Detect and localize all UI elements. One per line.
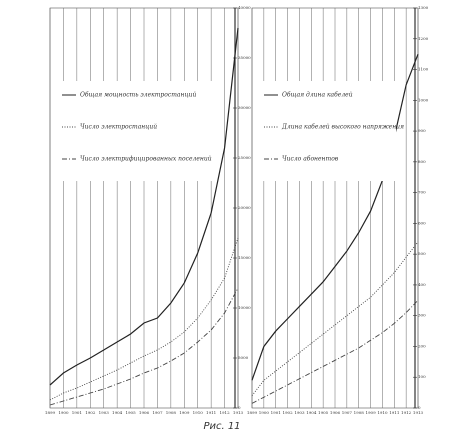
- y-tick-label: 1200: [418, 36, 429, 41]
- y-tick-label: 25000: [238, 155, 251, 160]
- y-tick-label: 800: [418, 159, 426, 164]
- y-tick-label: 1100: [418, 67, 429, 72]
- x-tick-label: 1911: [389, 410, 399, 415]
- legend-label: Число электрифицированных поселений: [80, 156, 212, 163]
- x-tick-label: 1900: [58, 410, 69, 415]
- x-tick-label: 1902: [282, 410, 293, 415]
- y-tick-label: 5000: [238, 355, 249, 360]
- x-tick-label: 1907: [152, 410, 163, 415]
- series-line: [49, 237, 239, 401]
- x-tick-label: 1908: [166, 410, 177, 415]
- x-tick-label: 1908: [354, 410, 365, 415]
- y-tick-label: 100: [418, 374, 426, 379]
- y-tick-label: 200: [418, 343, 426, 348]
- x-tick-label: 1906: [139, 410, 150, 415]
- y-tick-label: 900: [418, 128, 426, 133]
- x-tick-label: 1909: [365, 410, 376, 415]
- x-tick-label: 1902: [85, 410, 96, 415]
- legend-label: Число абонентов: [282, 156, 339, 163]
- y-tick-label: 300: [418, 313, 426, 318]
- y-tick-label: 40000: [238, 5, 251, 10]
- x-tick-label: 1912: [219, 410, 230, 415]
- legend-label: Общая длина кабелей: [282, 92, 353, 99]
- x-tick-label: 1901: [271, 410, 281, 415]
- y-tick-label: 30000: [238, 105, 251, 110]
- x-tick-label: 1905: [125, 410, 136, 415]
- y-tick-label: 600: [418, 220, 426, 225]
- x-tick-label: 1899: [45, 410, 56, 415]
- x-tick-label: 1907: [342, 410, 353, 415]
- y-tick-label: 400: [418, 282, 426, 287]
- y-tick-label: 0: [238, 405, 241, 410]
- legend: Общая длина кабелей Длина кабелей высоког…: [260, 81, 404, 181]
- x-tick-label: 1913: [413, 410, 424, 415]
- x-tick-label: 1913: [233, 410, 244, 415]
- y-tick-label: 500: [418, 251, 426, 256]
- series-line: [251, 299, 419, 404]
- panel: 1899 1900 1901 1902 1903 1904 1905 1906 1907 1908…: [45, 5, 251, 415]
- legend-label: Общая мощность электростанций: [80, 92, 197, 99]
- y-tick-label: 1300: [418, 5, 429, 10]
- y-tick-label: 0: [418, 405, 421, 410]
- x-tick-label: 1910: [377, 410, 388, 415]
- series-line: [49, 287, 239, 406]
- legend: Общая мощность электростанций Число элект…: [58, 81, 216, 181]
- legend-label: Число электростанций: [80, 124, 157, 131]
- x-tick-label: 1903: [294, 410, 305, 415]
- x-tick-label: 1899: [247, 410, 258, 415]
- x-tick-label: 1910: [193, 410, 204, 415]
- x-tick-label: 1906: [330, 410, 341, 415]
- series-line: [251, 241, 419, 396]
- y-tick-label: 700: [418, 190, 426, 195]
- x-tick-label: 1901: [72, 410, 82, 415]
- x-tick-label: 1900: [259, 410, 270, 415]
- series-line: [49, 27, 239, 386]
- y-tick-label: 35000: [238, 55, 251, 60]
- legend-label: Длина кабелей высокого напряжения: [281, 124, 404, 131]
- panel: 1899 1900 1901 1902 1903 1904 1905 1906 1907 1908…: [247, 5, 429, 415]
- caption: Рис. 11: [203, 421, 240, 432]
- y-tick-label: 20000: [238, 205, 251, 210]
- y-tick-label: 1000: [418, 97, 429, 102]
- y-tick-label: 10000: [238, 305, 251, 310]
- x-tick-label: 1904: [306, 410, 317, 415]
- legend-box: [58, 81, 216, 181]
- x-tick-label: 1904: [112, 410, 123, 415]
- x-tick-label: 1903: [99, 410, 110, 415]
- x-tick-label: 1905: [318, 410, 329, 415]
- legend-box: [260, 81, 396, 181]
- x-tick-label: 1911: [206, 410, 216, 415]
- x-tick-label: 1909: [179, 410, 190, 415]
- x-tick-label: 1912: [401, 410, 412, 415]
- y-tick-label: 15000: [238, 255, 251, 260]
